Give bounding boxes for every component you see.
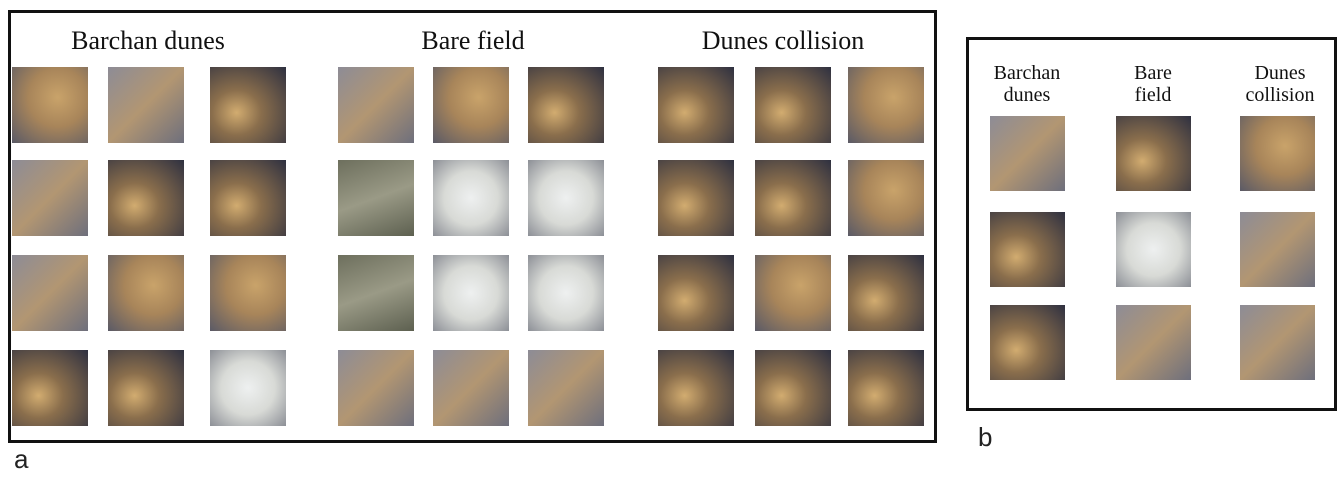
image-tile — [338, 255, 414, 331]
image-tile — [658, 67, 734, 143]
image-tile — [755, 255, 831, 331]
image-tile — [658, 350, 734, 426]
image-tile — [210, 350, 286, 426]
image-tile — [210, 160, 286, 236]
image-tile — [433, 67, 509, 143]
image-tile — [528, 350, 604, 426]
image-tile — [528, 67, 604, 143]
image-tile — [658, 255, 734, 331]
image-tile — [1116, 116, 1191, 191]
column-heading: Barchan dunes — [994, 62, 1061, 106]
panel-label: a — [14, 444, 28, 475]
image-tile — [528, 160, 604, 236]
image-tile — [433, 255, 509, 331]
column-heading: Dunes collision — [702, 26, 865, 56]
image-tile — [1240, 116, 1315, 191]
image-tile — [210, 255, 286, 331]
image-tile — [338, 350, 414, 426]
image-tile — [108, 255, 184, 331]
image-tile — [658, 160, 734, 236]
image-tile — [433, 160, 509, 236]
image-tile — [755, 160, 831, 236]
image-tile — [108, 160, 184, 236]
panel-label: b — [978, 422, 992, 453]
image-tile — [1240, 305, 1315, 380]
image-tile — [210, 67, 286, 143]
image-tile — [755, 350, 831, 426]
image-tile — [528, 255, 604, 331]
image-tile — [848, 350, 924, 426]
column-heading: Bare field — [421, 26, 524, 56]
image-tile — [990, 305, 1065, 380]
image-tile — [848, 255, 924, 331]
image-tile — [433, 350, 509, 426]
image-tile — [12, 350, 88, 426]
image-tile — [12, 160, 88, 236]
image-tile — [12, 67, 88, 143]
image-tile — [108, 67, 184, 143]
image-tile — [848, 67, 924, 143]
image-tile — [1116, 305, 1191, 380]
image-tile — [108, 350, 184, 426]
image-tile — [1116, 212, 1191, 287]
figure: Barchan dunes Bare field Dunes collision… — [0, 0, 1338, 477]
image-tile — [990, 116, 1065, 191]
column-heading: Bare field — [1134, 62, 1172, 106]
column-heading: Dunes collision — [1246, 62, 1315, 106]
image-tile — [848, 160, 924, 236]
column-heading: Barchan dunes — [71, 26, 225, 56]
image-tile — [338, 67, 414, 143]
image-tile — [990, 212, 1065, 287]
image-tile — [755, 67, 831, 143]
image-tile — [338, 160, 414, 236]
image-tile — [1240, 212, 1315, 287]
image-tile — [12, 255, 88, 331]
